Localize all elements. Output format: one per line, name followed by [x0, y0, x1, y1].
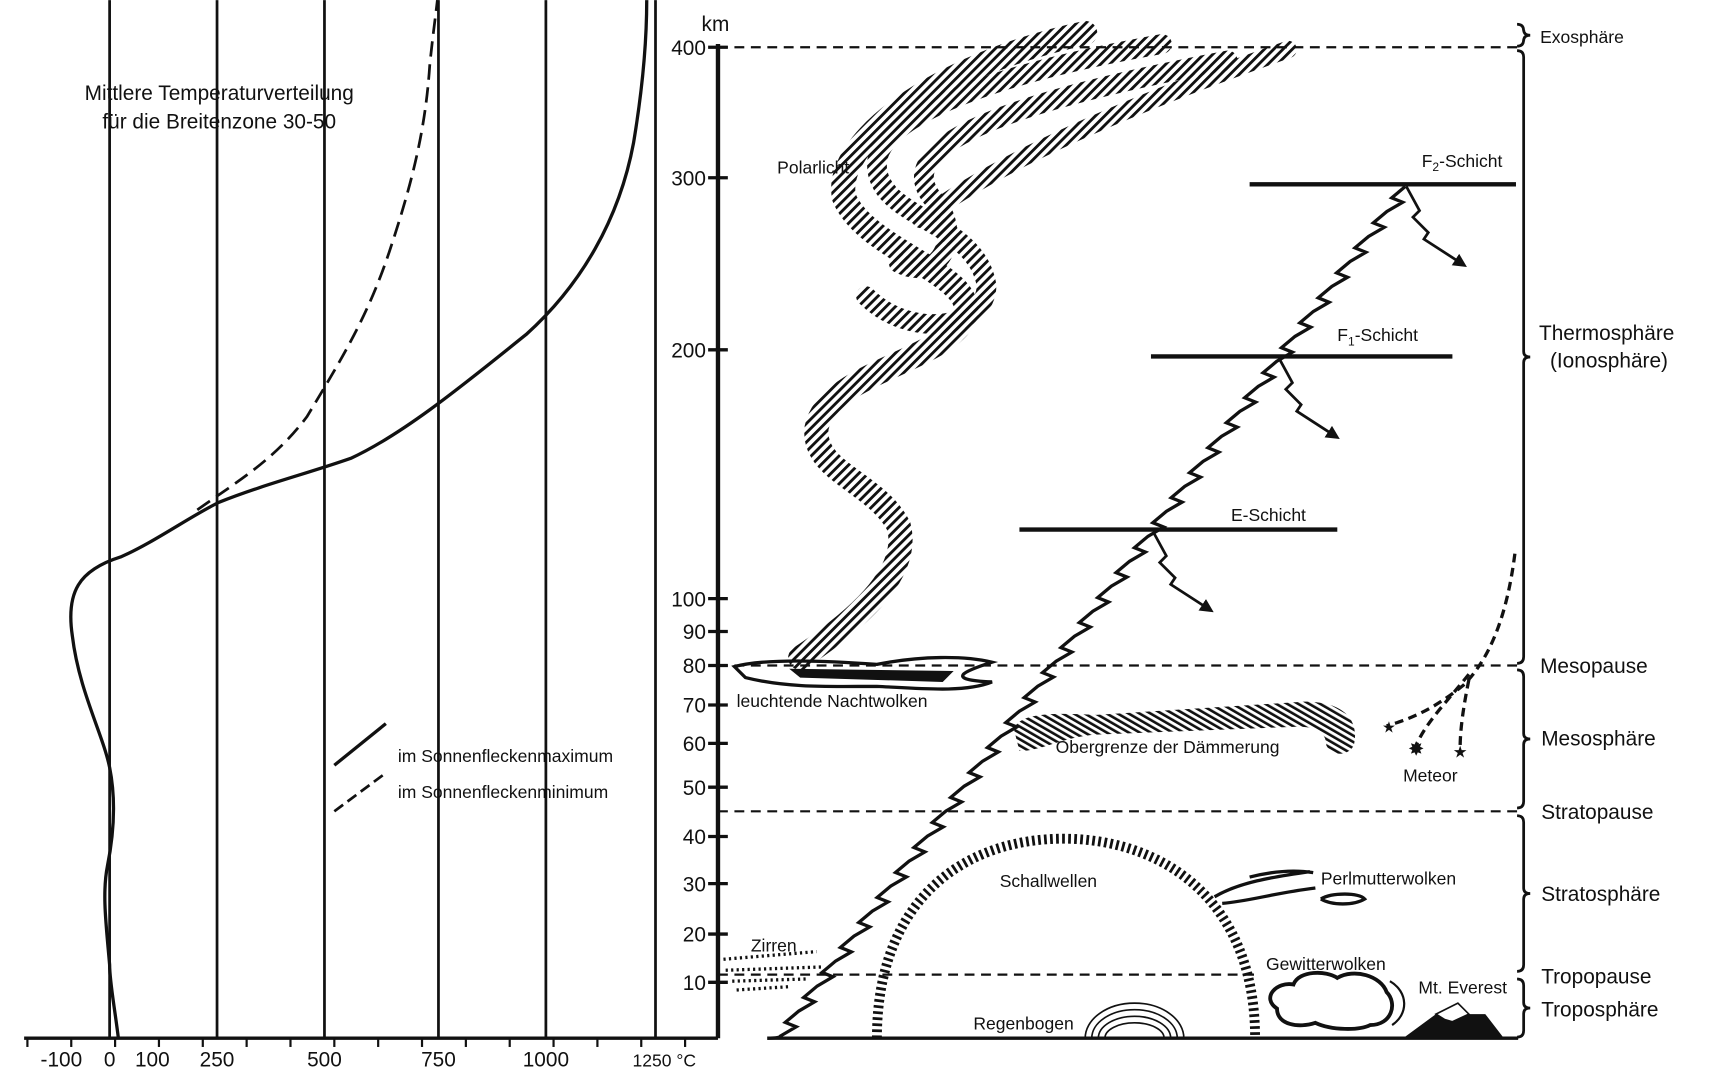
altitude-tick-label: 10	[683, 972, 706, 995]
label-f1-layer: F1-Schicht	[1337, 325, 1418, 348]
f2-reflection-arrow	[1405, 185, 1467, 267]
temperature-panel: -100 0 100 250 500 750 1000 1250 °C Mittlere Te…	[24, 0, 718, 1072]
label-thunderclouds: Gewitterwolken	[1266, 954, 1386, 974]
label-exosphere: Exosphäre	[1540, 27, 1624, 47]
label-e-layer: E-Schicht	[1231, 505, 1306, 525]
label-f2-layer: F2-Schicht	[1422, 151, 1503, 174]
altitude-unit: km	[702, 13, 730, 36]
temperature-tick-label: 750	[421, 1049, 456, 1072]
legend-label-min: im Sonnenfleckenminimum	[398, 782, 608, 802]
label-aurora: Polarlicht	[777, 157, 849, 177]
aurora-illustration: Polarlicht	[777, 20, 1297, 670]
e-reflection-arrow	[1151, 531, 1214, 613]
label-thermosphere: Thermosphäre	[1539, 322, 1674, 345]
mount-everest: Mt. Everest	[1403, 977, 1507, 1039]
temperature-curve-min	[196, 0, 439, 511]
label-noctilucent: leuchtende Nachtwolken	[737, 691, 928, 711]
label-mesosphere: Mesosphäre	[1541, 728, 1656, 751]
altitude-axis: km 400 300 200 100 90 80 70 60 50 40 30 20 10	[671, 13, 730, 1039]
altitude-tick-label: 300	[671, 167, 706, 190]
legend-solid-sample	[333, 722, 387, 767]
temperature-title-line2: für die Breitenzone 30-50	[102, 110, 336, 133]
sound-waves: Schallwellen	[871, 833, 1261, 1039]
f1-reflection-arrow	[1278, 357, 1340, 440]
label-mesopause: Mesopause	[1540, 655, 1648, 678]
thunderclouds: Gewitterwolken	[1266, 954, 1406, 1031]
temperature-tick-label: 1000	[523, 1049, 569, 1072]
layer-brace	[1516, 977, 1531, 1039]
label-tropopause: Tropopause	[1541, 965, 1651, 988]
label-sound: Schallwellen	[1000, 871, 1097, 891]
altitude-tick-label: 20	[683, 924, 706, 947]
label-twilight: Obergrenze der Dämmerung	[1056, 737, 1280, 757]
nacreous-clouds: Perlmutterwolken	[1213, 869, 1456, 906]
legend-dashed-sample	[333, 771, 387, 813]
temperature-tick-label: -100	[41, 1049, 83, 1072]
temperature-tick-labels: -100 0 100 250 500 750 1000 1250 °C	[41, 1049, 696, 1072]
altitude-tick-label: 80	[683, 655, 706, 678]
ionosphere-layers: F2-Schicht F1-Schicht E-Schicht	[767, 151, 1516, 1040]
label-everest: Mt. Everest	[1418, 977, 1507, 997]
altitude-tick-label: 90	[683, 621, 706, 644]
altitude-tick-label: 30	[683, 873, 706, 896]
label-ionosphere: (Ionosphäre)	[1550, 349, 1668, 372]
twilight-band: Obergrenze der Dämmerung	[1013, 701, 1356, 757]
layer-brace	[1516, 814, 1531, 973]
legend-label-max: im Sonnenfleckenmaximum	[398, 746, 613, 766]
layer-brace	[1516, 668, 1531, 810]
label-troposphere: Troposphäre	[1541, 998, 1658, 1021]
label-meteor: Meteor	[1403, 766, 1458, 786]
label-stratosphere: Stratosphäre	[1541, 883, 1660, 906]
temperature-tick-label: 500	[307, 1049, 342, 1072]
layer-brace	[1516, 49, 1531, 665]
altitude-tick-label: 400	[671, 37, 706, 60]
altitude-tick-label: 40	[683, 826, 706, 849]
temperature-minor-ticks	[26, 1038, 687, 1047]
temperature-title-line1: Mittlere Temperaturverteilung	[85, 82, 354, 105]
temperature-tick-label: 250	[200, 1049, 235, 1072]
rainbow: Regenbogen	[973, 1002, 1185, 1039]
cirrus-clouds: Zirren	[723, 936, 823, 992]
meteor-star-3: ★	[1382, 719, 1396, 736]
temperature-tick-label: 100	[135, 1049, 170, 1072]
meteor-illustration: ✸ ★ ★ Meteor	[1382, 553, 1517, 786]
layer-brace	[1516, 22, 1531, 48]
label-nacreous: Perlmutterwolken	[1321, 869, 1456, 889]
altitude-tick-label: 60	[683, 733, 706, 756]
temperature-curve-max	[69, 0, 649, 1039]
altitude-tick-label: 200	[671, 339, 706, 362]
temperature-tick-label: 0	[104, 1049, 116, 1072]
radio-wave-path	[767, 185, 1407, 1040]
temperature-tick-label: 1250 °C	[633, 1051, 697, 1071]
altitude-tick-label: 50	[683, 777, 706, 800]
meteor-star-2: ★	[1453, 744, 1468, 762]
altitude-tick-label: 70	[683, 695, 706, 718]
layer-labels: Exosphäre Thermosphäre (Ionosphäre) Meso…	[1539, 27, 1674, 1021]
meteor-star-1: ✸	[1408, 738, 1425, 760]
label-rainbow: Regenbogen	[973, 1013, 1073, 1033]
label-stratopause: Stratopause	[1541, 801, 1653, 824]
label-cirrus: Zirren	[751, 936, 797, 956]
temperature-gridlines	[108, 0, 657, 1039]
layer-braces	[1516, 22, 1531, 1039]
noctilucent-clouds: leuchtende Nachtwolken	[731, 655, 999, 711]
altitude-tick-label: 100	[671, 588, 706, 611]
